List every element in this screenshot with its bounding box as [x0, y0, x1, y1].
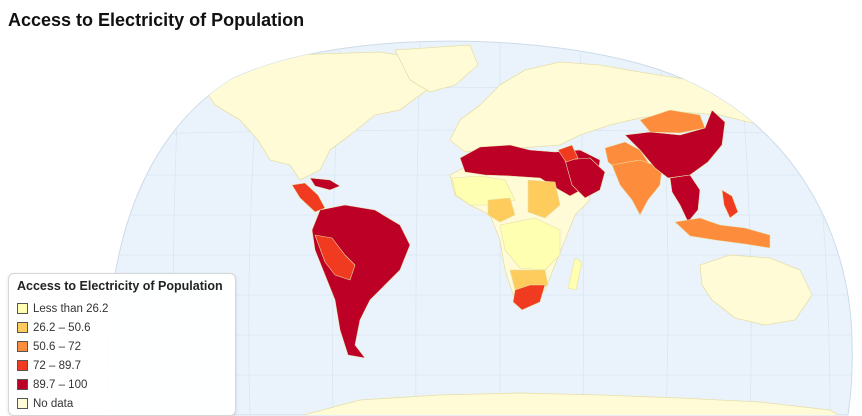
region-central-america: [291, 182, 326, 213]
page-title: Access to Electricity of Population: [8, 10, 305, 30]
legend-swatch: [17, 341, 28, 352]
region-sudan: [527, 179, 561, 219]
legend-item: 89.7 – 100: [17, 375, 227, 394]
region-nigeria: [487, 197, 516, 223]
region-peru-bolivia: [314, 234, 356, 281]
region-madagascar: [567, 257, 583, 291]
region-saudi-arabia: [564, 157, 606, 199]
region-caribbean: [309, 177, 341, 191]
legend-title: Access to Electricity of Population: [17, 279, 223, 293]
legend-label: 89.7 – 100: [33, 378, 88, 391]
region-china: [624, 109, 726, 179]
region-india: [611, 159, 663, 216]
legend-item: 50.6 – 72: [17, 337, 227, 356]
legend-item: Less than 26.2: [17, 299, 227, 318]
legend-label: 50.6 – 72: [33, 340, 81, 353]
antarctica-land: [299, 392, 841, 415]
legend-label: Less than 26.2: [33, 302, 109, 315]
legend-label: No data: [33, 397, 74, 410]
legend-swatch: [17, 360, 28, 371]
region-philippines: [721, 189, 739, 219]
legend-item: No data: [17, 394, 227, 413]
legend-swatch: [17, 303, 28, 314]
region-iraq: [557, 144, 579, 163]
australia-land: [699, 254, 813, 326]
legend-label: 72 – 89.7: [33, 359, 81, 372]
region-south-africa: [512, 284, 546, 311]
legend-label: 26.2 – 50.6: [33, 321, 91, 334]
region-south-america: [311, 204, 411, 359]
legend-swatch: [17, 322, 28, 333]
map-legend: Access to Electricity of Population Less…: [8, 273, 236, 416]
legend-swatch: [17, 379, 28, 390]
region-indonesia: [674, 217, 771, 249]
region-central-africa: [499, 217, 561, 271]
legend-item: 72 – 89.7: [17, 356, 227, 375]
region-southeast-asia: [669, 174, 701, 223]
legend-swatch: [17, 398, 28, 409]
legend-item: 26.2 – 50.6: [17, 318, 227, 337]
greenland-land: [394, 44, 479, 93]
